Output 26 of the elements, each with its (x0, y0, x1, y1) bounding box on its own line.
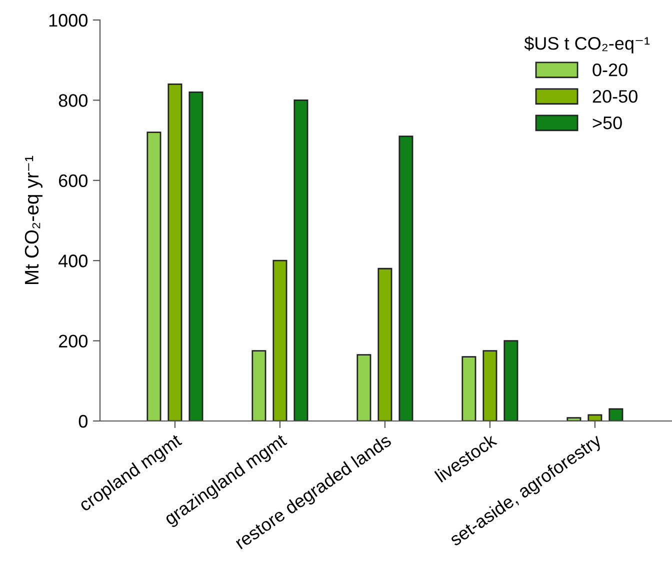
y-tick-label: 800 (58, 94, 88, 107)
y-tick-label: 400 (58, 254, 88, 268)
bar (356, 354, 372, 421)
bar (294, 100, 308, 421)
bar (146, 132, 162, 421)
legend-title: $US t CO₂-eq⁻¹ (524, 36, 650, 54)
bar (272, 260, 288, 421)
y-axis-title: Mt CO₂-eq yr⁻¹ (24, 156, 42, 284)
bar (608, 408, 624, 421)
bar (378, 268, 392, 421)
y-tick-label: 200 (58, 334, 88, 348)
y-tick-label: 0 (78, 414, 88, 428)
bar (398, 136, 414, 421)
bar (588, 414, 602, 421)
bar (462, 356, 476, 421)
bar (566, 417, 582, 421)
legend-label: >50 (592, 116, 622, 130)
y-tick-label: 600 (58, 174, 88, 188)
legend-label: 20-50 (592, 90, 638, 103)
bar (188, 91, 204, 421)
bar (252, 350, 266, 421)
y-tick-label: 1000 (49, 14, 88, 27)
bar (504, 340, 518, 421)
bar (168, 83, 182, 421)
legend-label: 0-20 (592, 64, 628, 76)
bar (482, 350, 498, 421)
